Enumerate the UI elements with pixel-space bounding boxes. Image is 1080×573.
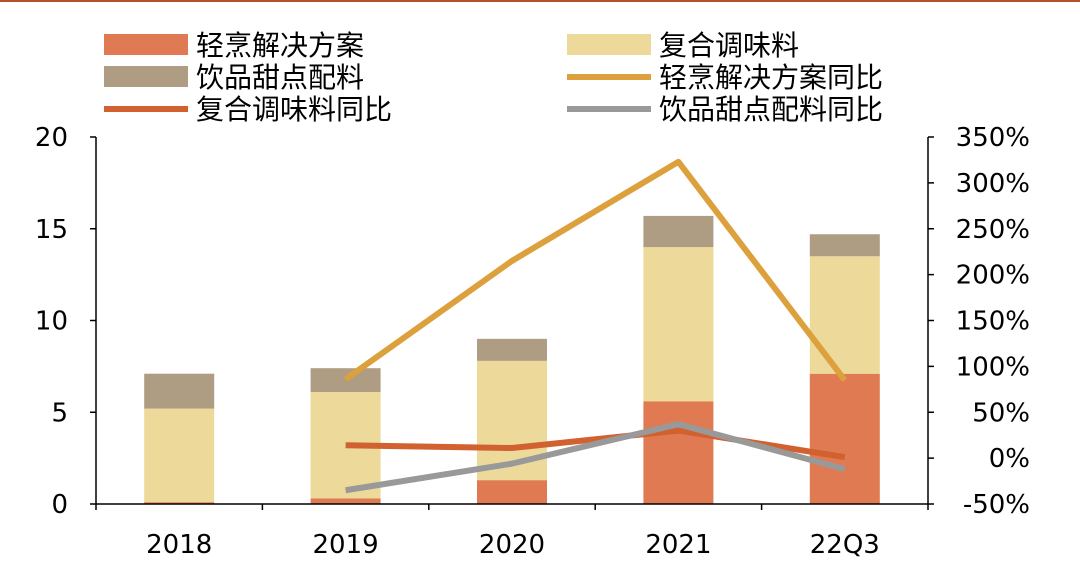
left-tick-label-2: 10	[35, 307, 68, 337]
bar-segment-0-0	[144, 502, 215, 504]
bar-segment-1-0	[144, 408, 215, 503]
left-tick-label-4: 20	[35, 123, 68, 153]
legend-label-1: 复合调味料	[659, 29, 799, 62]
bar-segment-1-4	[809, 256, 880, 374]
bar-segment-0-2	[477, 480, 547, 504]
bar-segment-2-3	[643, 215, 714, 248]
x-tick-label-1: 2019	[313, 530, 379, 560]
legend-label-0: 轻烹解决方案	[196, 29, 364, 62]
bar-segment-1-3	[643, 247, 714, 402]
right-tick-label-0: -50%	[963, 490, 1030, 520]
bar-segment-0-1	[310, 498, 381, 504]
legend-label-2: 饮品甜点配料	[196, 61, 364, 94]
x-tick-label-3: 2021	[645, 530, 711, 560]
top-rule	[0, 0, 1080, 2]
right-tick-label-2: 50%	[972, 398, 1030, 428]
left-tick-label-1: 5	[51, 398, 68, 428]
right-tick-label-6: 250%	[956, 215, 1030, 245]
x-tick-label-2: 2020	[479, 530, 545, 560]
right-tick-label-1: 0%	[989, 444, 1030, 474]
left-tick-label-3: 15	[35, 215, 68, 245]
right-tick-label-8: 350%	[956, 123, 1030, 153]
right-tick-label-3: 100%	[956, 352, 1030, 382]
legend-swatch-1	[567, 34, 651, 55]
right-tick-label-5: 200%	[956, 261, 1030, 291]
right-tick-label-4: 150%	[956, 307, 1030, 337]
right-tick-label-7: 300%	[956, 169, 1030, 199]
series-line-0	[343, 158, 848, 382]
legend-label-3: 轻烹解决方案同比	[659, 61, 883, 94]
axes: 0 5 10 15 20 -50% 0% 50% 100% 150% 200% 250% 300% 350…	[35, 123, 1030, 560]
series-line-2	[345, 421, 846, 494]
bar-segment-2-2	[477, 338, 547, 361]
legend-swatch-0	[104, 34, 188, 55]
plot-area	[144, 158, 880, 504]
bar-segment-2-1	[310, 368, 381, 393]
bar-segment-2-0	[144, 373, 215, 409]
legend-label-4: 复合调味料同比	[196, 93, 392, 126]
bar-segment-0-3	[643, 401, 714, 504]
bar-segment-2-4	[809, 234, 880, 257]
left-tick-label-0: 0	[51, 490, 68, 520]
x-tick-label-4: 22Q3	[810, 530, 880, 560]
legend-swatch-2	[104, 66, 188, 87]
legend-label-5: 饮品甜点配料同比	[659, 93, 883, 126]
x-tick-label-0: 2018	[146, 530, 212, 560]
bar-segment-0-4	[809, 373, 880, 504]
